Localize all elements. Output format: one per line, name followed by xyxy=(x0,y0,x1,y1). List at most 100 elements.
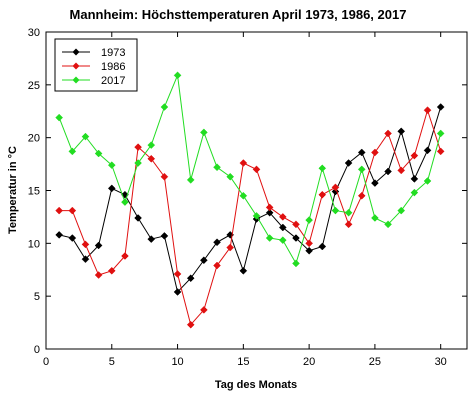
data-point xyxy=(55,206,64,215)
data-point xyxy=(344,159,353,167)
x-tick-label: 20 xyxy=(303,356,315,368)
data-point xyxy=(318,190,327,199)
data-point xyxy=(423,106,432,115)
y-tick-label: 25 xyxy=(28,80,40,92)
data-point xyxy=(134,214,142,222)
chart-title: Mannheim: Höchsttemperaturen April 1973,… xyxy=(70,7,407,22)
data-point xyxy=(384,220,392,229)
y-tick-label: 15 xyxy=(28,186,40,198)
data-point xyxy=(147,154,156,163)
data-point xyxy=(357,165,366,174)
series-layer xyxy=(55,71,445,329)
x-tick-label: 15 xyxy=(237,356,249,368)
data-point xyxy=(265,234,274,242)
data-point xyxy=(436,147,445,156)
y-tick-label: 0 xyxy=(34,344,40,356)
data-point xyxy=(252,165,261,174)
data-point xyxy=(305,216,313,224)
x-axis-label: Tag des Monats xyxy=(215,379,297,391)
data-point xyxy=(423,177,432,185)
data-point xyxy=(371,148,379,157)
data-point xyxy=(81,132,90,141)
series-1973 xyxy=(55,103,445,296)
y-axis-label: Temperatur in °C xyxy=(7,146,19,234)
data-point xyxy=(384,129,392,138)
data-point xyxy=(292,220,300,229)
data-point xyxy=(292,234,300,242)
data-point xyxy=(160,172,169,181)
legend-label: 1973 xyxy=(101,47,125,59)
data-point xyxy=(357,191,366,200)
data-point xyxy=(226,172,235,181)
data-point xyxy=(134,159,142,167)
data-point xyxy=(186,320,195,329)
y-tick-label: 30 xyxy=(28,27,40,39)
data-point xyxy=(68,147,77,156)
data-point xyxy=(173,288,182,296)
data-point xyxy=(239,159,248,167)
data-point xyxy=(410,188,419,197)
x-tick-label: 0 xyxy=(43,356,49,368)
legend-marker xyxy=(72,76,80,84)
data-point xyxy=(94,271,103,279)
data-point xyxy=(305,246,313,255)
data-point xyxy=(68,234,77,242)
data-point xyxy=(55,113,64,122)
data-point xyxy=(160,232,169,240)
data-point xyxy=(331,206,340,215)
y-axis: 0 5 10 15 20 25 30 xyxy=(28,27,467,356)
data-point xyxy=(397,127,406,136)
legend-label: 1986 xyxy=(101,61,125,73)
data-point xyxy=(213,238,221,247)
y-tick-label: 20 xyxy=(28,133,40,145)
legend: 1973 1986 2017 xyxy=(54,38,138,92)
data-point xyxy=(200,128,208,137)
data-point xyxy=(318,242,327,251)
data-point xyxy=(147,141,156,149)
data-point xyxy=(173,71,182,80)
data-point xyxy=(121,198,129,206)
data-point xyxy=(384,167,392,176)
x-tick-label: 10 xyxy=(171,356,183,368)
data-point xyxy=(344,208,353,217)
data-point xyxy=(68,206,77,215)
data-point xyxy=(371,179,379,187)
x-tick-label: 25 xyxy=(369,356,381,368)
data-point xyxy=(357,148,366,157)
data-point xyxy=(265,208,274,217)
series-1986 xyxy=(55,106,445,329)
data-point xyxy=(410,151,419,160)
data-point xyxy=(213,163,221,172)
data-point xyxy=(200,306,208,314)
data-point xyxy=(200,256,208,265)
data-point xyxy=(239,266,248,275)
data-point xyxy=(410,175,419,183)
series-2017 xyxy=(55,71,445,268)
data-point xyxy=(436,129,445,138)
data-point xyxy=(331,183,340,192)
data-point xyxy=(173,270,182,278)
y-tick-label: 10 xyxy=(28,238,40,250)
data-point xyxy=(305,239,313,248)
data-point xyxy=(186,176,195,184)
legend-marker xyxy=(72,62,80,70)
data-point xyxy=(213,261,221,270)
legend-marker xyxy=(72,48,80,56)
data-point xyxy=(107,266,116,275)
data-point xyxy=(278,223,287,232)
x-axis: 0 5 10 15 20 25 30 xyxy=(43,32,447,368)
data-point xyxy=(186,274,195,283)
data-point xyxy=(81,240,90,249)
data-point xyxy=(134,143,142,152)
data-point xyxy=(121,252,129,260)
data-point xyxy=(94,241,103,250)
data-point xyxy=(436,103,445,111)
data-point xyxy=(318,164,327,173)
data-point xyxy=(265,203,274,212)
data-point xyxy=(278,236,287,245)
data-point xyxy=(107,184,116,193)
data-point xyxy=(147,235,156,243)
data-point xyxy=(55,231,64,239)
data-point xyxy=(371,214,379,222)
